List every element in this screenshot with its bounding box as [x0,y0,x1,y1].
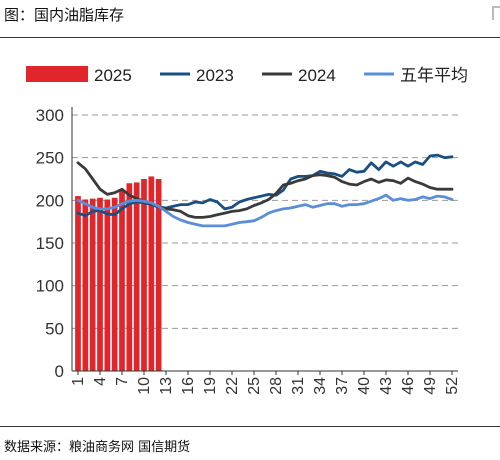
y-tick-label: 50 [45,319,64,338]
bar-2025 [97,197,103,371]
line-avg5 [76,193,454,228]
legend-label: 2024 [298,66,336,85]
bar-2025 [141,179,147,371]
x-tick-label: 37 [334,377,351,395]
x-tick-label: 49 [422,377,439,395]
axes: 0 50 100 150 200 250 300 1 4 7 10 13 16 19 22 25 28 31 34 3… [36,106,461,395]
title-divider [0,37,500,38]
x-tick-label: 52 [444,377,461,395]
bars-2025 [75,176,162,371]
x-tick-label: 16 [180,377,197,395]
legend-swatch-2025 [26,66,88,82]
legend-label: 2025 [94,66,132,85]
x-tick-label: 13 [158,377,175,395]
x-tick-label: 43 [378,377,395,395]
x-tick-label: 7 [114,377,131,386]
inventory-chart: 2025 2023 2024 五年平均 0 50 100 150 200 250 300 1 4 7 10… [26,66,468,395]
x-tick-label: 34 [312,377,329,395]
corner-mark [492,6,500,20]
bar-2025 [111,197,118,371]
y-tick-label: 250 [36,149,64,168]
source-note: 数据来源：粮油商务网 国信期货 [4,440,191,455]
bar-2025 [126,183,133,371]
bar-2025 [133,182,140,371]
bar-2025 [89,198,96,371]
bar-2025 [119,190,125,371]
line-s2023 [76,153,454,218]
x-tick-label: 10 [136,377,153,395]
legend-label: 五年平均 [400,66,468,85]
y-tick-label: 150 [36,234,64,253]
legend: 2025 2023 2024 五年平均 [26,66,468,85]
x-tick-label: 31 [290,377,307,395]
y-tick-label: 300 [36,106,64,125]
legend-label: 2023 [196,66,234,85]
x-tick-label: 46 [400,377,417,395]
source-divider [0,426,500,427]
x-tick-label: 1 [70,377,87,386]
bar-2025 [104,199,111,371]
x-tick-label: 19 [202,377,219,395]
y-tick-label: 100 [36,277,64,296]
bar-2025 [155,179,162,371]
x-tick-label: 28 [268,377,285,395]
x-tick-label: 25 [246,377,263,395]
bar-2025 [75,196,81,371]
x-tick-label: 4 [92,377,109,386]
y-tick-label: 200 [36,191,64,210]
x-tick-label: 40 [356,377,373,395]
x-tick-label: 22 [224,377,241,395]
series-lines [76,153,454,228]
bar-2025 [82,199,89,371]
y-tick-label: 0 [55,362,64,381]
bar-2025 [148,176,155,371]
figure-title: 图：国内油脂库存 [4,6,125,24]
